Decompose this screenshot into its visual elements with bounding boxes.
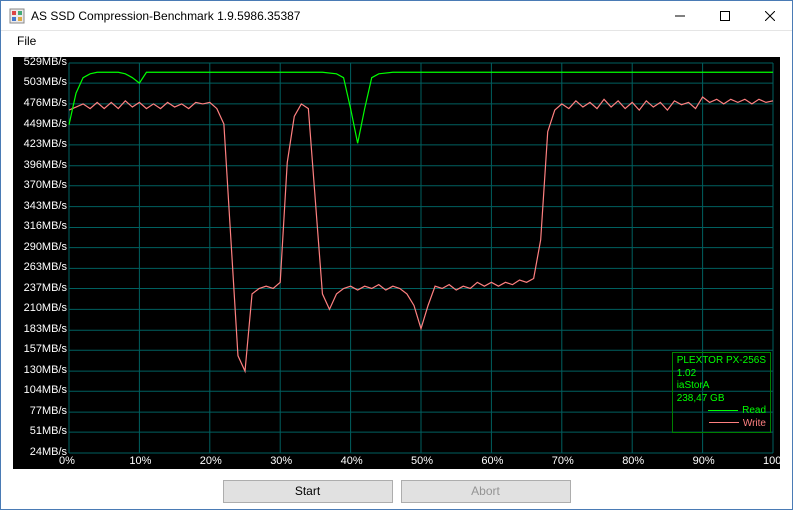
minimize-button[interactable] [657,1,702,30]
window-controls [657,1,792,30]
start-button[interactable]: Start [223,480,393,503]
legend-read: Read [677,405,766,418]
app-icon [9,8,25,24]
menubar: File [1,31,792,51]
abort-button: Abort [401,480,571,503]
legend-firmware: 1.02 [677,368,766,381]
close-button[interactable] [747,1,792,30]
chart-container: 529MB/s503MB/s476MB/s449MB/s423MB/s396MB… [1,51,792,473]
maximize-button[interactable] [702,1,747,30]
legend-driver: iaStorA [677,380,766,393]
bottom-bar: Start Abort [1,473,792,509]
titlebar: AS SSD Compression-Benchmark 1.9.5986.35… [1,1,792,31]
compression-chart: 529MB/s503MB/s476MB/s449MB/s423MB/s396MB… [13,57,780,469]
legend-write: Write [677,418,766,431]
menu-file[interactable]: File [13,32,40,50]
legend: PLEXTOR PX-256S1.02iaStorA238,47 GBReadW… [672,352,771,433]
legend-device: PLEXTOR PX-256S [677,355,766,368]
window-title: AS SSD Compression-Benchmark 1.9.5986.35… [31,9,300,23]
legend-capacity: 238,47 GB [677,393,766,406]
